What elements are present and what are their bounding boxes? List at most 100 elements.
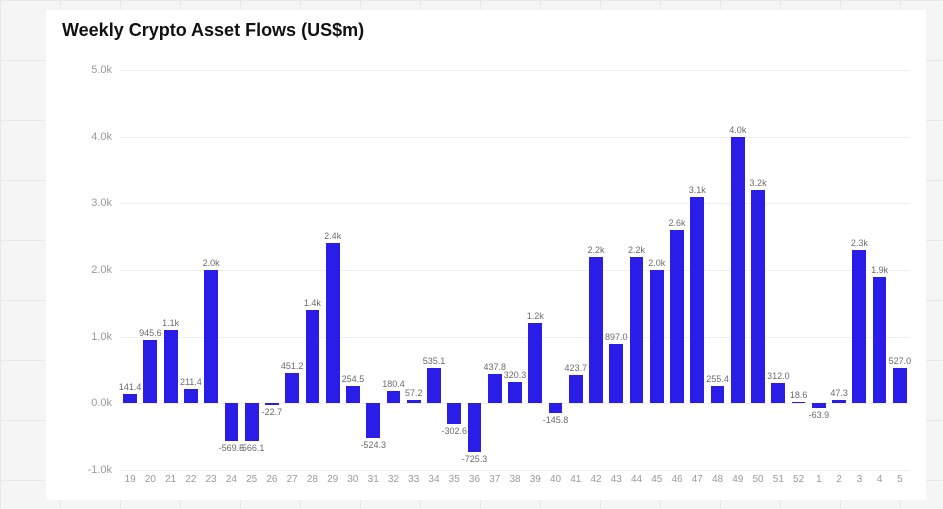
bar-value-label: 527.0 xyxy=(889,356,912,366)
bar-29 xyxy=(326,243,340,403)
bar-value-label: 1.4k xyxy=(304,298,321,308)
bar-value-label: 535.1 xyxy=(423,356,446,366)
gridline--1000 xyxy=(120,470,910,471)
bar-value-label: 897.0 xyxy=(605,332,628,342)
bar-3 xyxy=(852,250,866,403)
bar-44 xyxy=(630,257,644,404)
bar-value-label: 211.4 xyxy=(180,377,202,387)
x-tick-label: 49 xyxy=(732,474,743,485)
bar-value-label: 2.3k xyxy=(851,238,868,248)
bar-4 xyxy=(873,277,887,404)
bar-value-label: 1.9k xyxy=(871,265,888,275)
bar-32 xyxy=(387,391,401,403)
x-tick-label: 33 xyxy=(408,474,419,485)
bar-value-label: 451.2 xyxy=(281,361,304,371)
x-tick-label: 50 xyxy=(753,474,764,485)
x-tick-label: 48 xyxy=(712,474,723,485)
bar-value-label: -566.1 xyxy=(239,443,265,453)
bar-34 xyxy=(427,368,441,404)
bar-46 xyxy=(670,230,684,403)
bar-2 xyxy=(832,400,846,403)
bar-20 xyxy=(143,340,157,403)
x-tick-label: 39 xyxy=(530,474,541,485)
bar-26 xyxy=(265,403,279,405)
x-tick-label: 21 xyxy=(165,474,176,485)
bar-value-label: -22.7 xyxy=(262,407,283,417)
bar-50 xyxy=(751,190,765,403)
gridline-3000 xyxy=(120,203,910,204)
y-tick-label: 0.0k xyxy=(91,397,112,409)
gridline-1000 xyxy=(120,337,910,338)
x-tick-label: 43 xyxy=(611,474,622,485)
bar-31 xyxy=(366,403,380,438)
bar-49 xyxy=(731,137,745,404)
bar-value-label: 57.2 xyxy=(405,388,423,398)
x-tick-label: 4 xyxy=(877,474,883,485)
bar-27 xyxy=(285,373,299,403)
page: Weekly Crypto Asset Flows (US$m) -1.0k0.… xyxy=(0,0,943,509)
x-tick-label: 30 xyxy=(347,474,358,485)
bar-value-label: 180.4 xyxy=(382,379,405,389)
x-tick-label: 37 xyxy=(489,474,500,485)
x-tick-label: 19 xyxy=(125,474,136,485)
bar-value-label: -63.9 xyxy=(809,410,830,420)
y-tick-label: 3.0k xyxy=(91,197,112,209)
x-tick-label: 31 xyxy=(368,474,379,485)
bar-value-label: 437.8 xyxy=(483,362,506,372)
y-tick-label: 5.0k xyxy=(91,64,112,76)
bar-23 xyxy=(204,270,218,403)
bar-value-label: 18.6 xyxy=(790,390,808,400)
x-tick-label: 26 xyxy=(266,474,277,485)
bar-33 xyxy=(407,400,421,404)
gridline-4000 xyxy=(120,137,910,138)
x-tick-label: 20 xyxy=(145,474,156,485)
x-tick-label: 32 xyxy=(388,474,399,485)
gridline-0 xyxy=(120,403,910,404)
x-tick-label: 46 xyxy=(671,474,682,485)
bar-36 xyxy=(468,403,482,451)
gridline-5000 xyxy=(120,70,910,71)
x-tick-label: 45 xyxy=(651,474,662,485)
x-tick-label: 22 xyxy=(185,474,196,485)
bar-value-label: 2.6k xyxy=(669,218,686,228)
x-tick-label: 35 xyxy=(449,474,460,485)
bar-21 xyxy=(164,330,178,403)
bar-43 xyxy=(609,344,623,404)
x-tick-label: 38 xyxy=(509,474,520,485)
x-tick-label: 29 xyxy=(327,474,338,485)
bar-42 xyxy=(589,257,603,404)
y-tick-label: 4.0k xyxy=(91,131,112,143)
bar-40 xyxy=(549,403,563,413)
bar-value-label: 320.3 xyxy=(504,370,527,380)
bar-47 xyxy=(690,197,704,404)
y-tick-label: 2.0k xyxy=(91,264,112,276)
bar-24 xyxy=(225,403,239,441)
bar-45 xyxy=(650,270,664,403)
x-tick-label: 28 xyxy=(307,474,318,485)
bar-25 xyxy=(245,403,259,441)
bar-35 xyxy=(447,403,461,423)
x-tick-label: 5 xyxy=(897,474,903,485)
bar-value-label: 141.4 xyxy=(119,382,142,392)
chart-plot-area: -1.0k0.0k1.0k2.0k3.0k4.0k5.0k141.419945.… xyxy=(120,70,910,470)
bar-51 xyxy=(771,383,785,404)
gridline-2000 xyxy=(120,270,910,271)
bar-41 xyxy=(569,375,583,403)
bar-value-label: 423.7 xyxy=(565,363,588,373)
bar-value-label: 255.4 xyxy=(706,374,729,384)
bar-value-label: 2.2k xyxy=(628,245,645,255)
chart-title: Weekly Crypto Asset Flows (US$m) xyxy=(62,20,364,41)
bar-52 xyxy=(792,402,806,403)
bar-value-label: 3.2k xyxy=(750,178,767,188)
x-tick-label: 47 xyxy=(692,474,703,485)
x-tick-label: 25 xyxy=(246,474,257,485)
bar-28 xyxy=(306,310,320,403)
bar-1 xyxy=(812,403,826,407)
bar-value-label: 945.6 xyxy=(139,328,162,338)
bar-value-label: 1.2k xyxy=(527,311,544,321)
bar-value-label: -725.3 xyxy=(462,454,488,464)
bar-value-label: 2.4k xyxy=(324,231,341,241)
bar-37 xyxy=(488,374,502,403)
y-tick-label: -1.0k xyxy=(88,464,112,476)
bar-value-label: 1.1k xyxy=(162,318,179,328)
